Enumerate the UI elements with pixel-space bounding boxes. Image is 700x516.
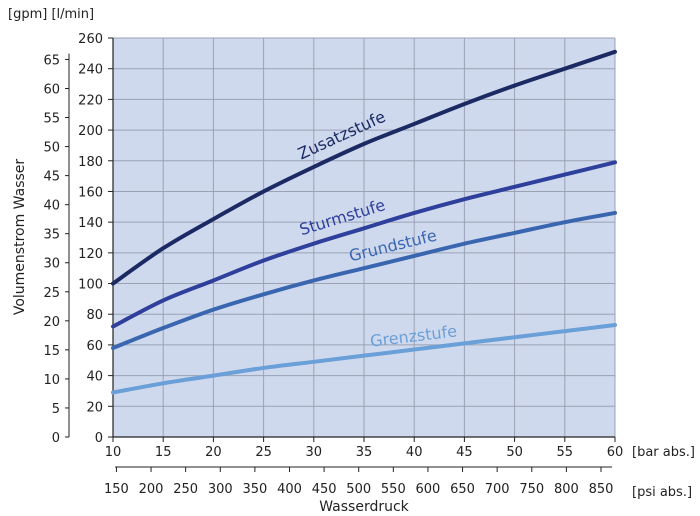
x-tick-label: 10: [105, 445, 122, 460]
x-tick-label-psi: 150: [104, 482, 129, 497]
y-tick-label-lmin: 140: [78, 216, 103, 231]
y-tick-label-lmin: 100: [78, 278, 103, 293]
series-line: [111, 210, 617, 350]
x-tick-label: 50: [506, 445, 523, 460]
y-tick-label-gpm: 25: [43, 286, 60, 301]
x-axis-title: Wasserdruck: [319, 499, 409, 515]
x-tick-label-psi: 400: [277, 482, 302, 497]
y-units-label: [gpm] [l/min]: [8, 7, 94, 22]
y-tick-label-gpm: 65: [43, 53, 60, 68]
axes: [65, 37, 616, 472]
y-tick-label-gpm: 55: [43, 112, 60, 127]
series-line: [111, 49, 617, 286]
x-unit-label: [bar abs.]: [632, 445, 695, 460]
y-tick-label-lmin: 80: [86, 308, 103, 323]
x-tick-label: 30: [306, 445, 323, 460]
y-tick-label-lmin: 240: [78, 63, 103, 78]
y-tick-label-gpm: 35: [43, 228, 60, 243]
grid-lines: [112, 37, 616, 438]
x-tick-label: 25: [255, 445, 272, 460]
y-tick-label-gpm: 40: [43, 199, 60, 214]
y-tick-label-gpm: 10: [43, 373, 60, 388]
x-tick-label: 45: [456, 445, 473, 460]
x-tick-label: 35: [356, 445, 373, 460]
x-tick-label: 20: [205, 445, 222, 460]
y-tick-label-lmin: 60: [86, 339, 103, 354]
x-tick-label-psi: 750: [519, 482, 544, 497]
y-tick-label-lmin: 40: [86, 370, 103, 385]
y-tick-label-lmin: 20: [86, 400, 103, 415]
x-tick-label-psi: 300: [208, 482, 233, 497]
tick-labels: 10 15 20 25 30 35 40 45 50 55 60020406080100120140…: [43, 32, 623, 497]
y-axis-title: Volumenstrom Wasser: [12, 159, 28, 316]
y-tick-label-gpm: 60: [43, 82, 60, 97]
y-tick-label-lmin: 260: [78, 32, 103, 47]
y-tick-label-gpm: 0: [52, 431, 60, 446]
x-tick-label-psi: 250: [173, 482, 198, 497]
x-tick-label-psi: 800: [554, 482, 579, 497]
y-tick-label-lmin: 220: [78, 93, 103, 108]
y-tick-label-lmin: 120: [78, 247, 103, 262]
y-tick-label-gpm: 30: [43, 257, 60, 272]
x-tick-label-psi: 500: [346, 482, 371, 497]
x-tick-label-psi: 200: [139, 482, 164, 497]
series-line: [111, 322, 617, 395]
y-tick-label-lmin: 160: [78, 185, 103, 200]
y-tick-label-gpm: 20: [43, 315, 60, 330]
series-line: [111, 160, 617, 329]
x-tick-label-psi: 350: [242, 482, 267, 497]
x-tick-label-psi: 850: [589, 482, 614, 497]
x-tick-label-psi: 600: [416, 482, 441, 497]
x-tick-label: 60: [607, 445, 624, 460]
x-tick-label: 55: [557, 445, 574, 460]
x-tick-label: 40: [406, 445, 423, 460]
y-tick-label-lmin: 180: [78, 155, 103, 170]
y-tick-label-gpm: 50: [43, 141, 60, 156]
y-tick-label-lmin: 0: [95, 431, 103, 446]
y-tick-label-gpm: 15: [43, 344, 60, 359]
x2-unit-label: [psi abs.]: [632, 485, 692, 500]
data-series: [111, 49, 617, 395]
y-tick-label-gpm: 5: [52, 402, 60, 417]
x-tick-label: 15: [155, 445, 172, 460]
x-tick-label-psi: 650: [450, 482, 475, 497]
x-tick-label-psi: 550: [381, 482, 406, 497]
x-tick-label-psi: 450: [312, 482, 337, 497]
y-tick-label-lmin: 200: [78, 124, 103, 139]
y-tick-label-gpm: 45: [43, 170, 60, 185]
x-tick-label-psi: 700: [485, 482, 510, 497]
